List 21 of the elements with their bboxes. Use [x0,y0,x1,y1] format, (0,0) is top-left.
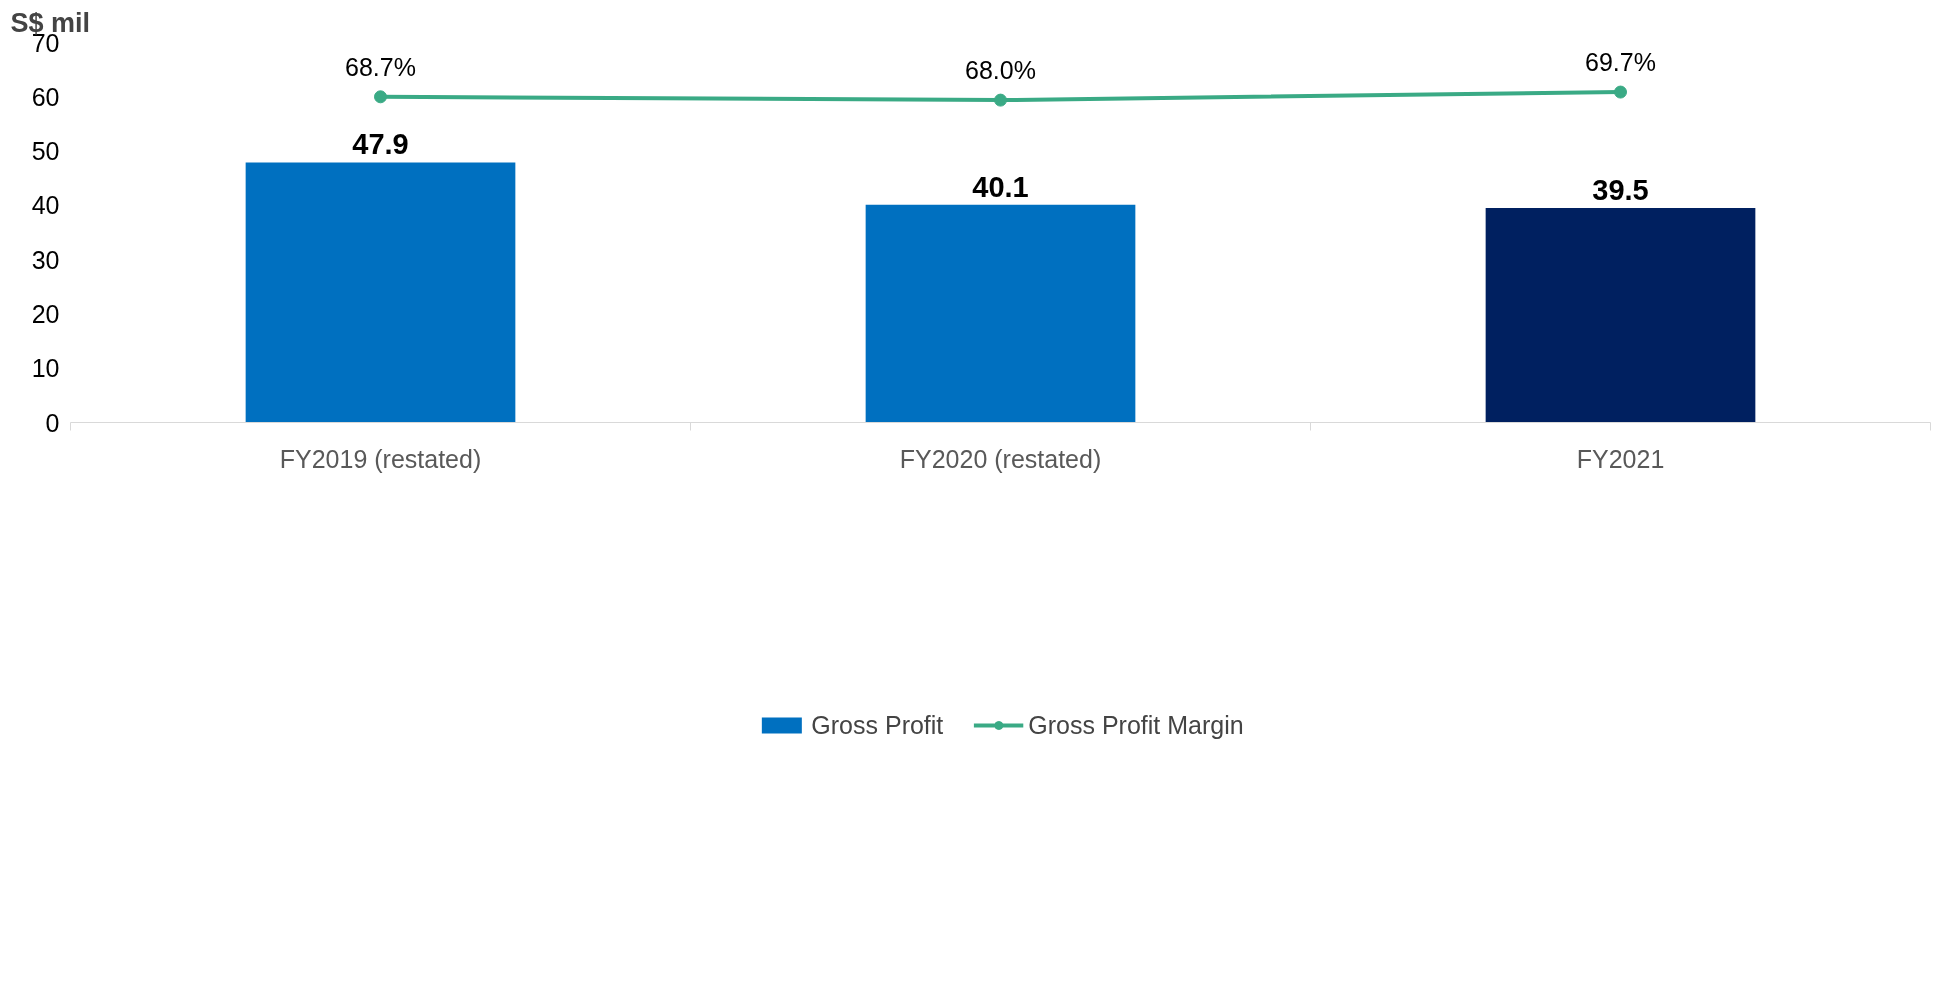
y-tick-label: 40 [31,191,60,220]
y-tick-label: 60 [31,82,60,111]
bar [1485,208,1756,423]
data-label: 68.0% [965,56,1036,85]
x-tick-label: FY2021 [1576,444,1665,473]
x-tick-label: FY2020 (restated) [899,444,1102,473]
legend-label: Gross Profit [811,710,944,740]
data-label: 47.9 [352,128,409,161]
data-label: 68.7% [345,52,416,81]
data-label: 39.5 [1592,174,1649,207]
y-tick-label: 10 [31,354,60,383]
y-tick-label: 20 [31,299,60,328]
bar [865,204,1136,423]
data-label: 40.1 [972,170,1029,203]
x-tick-label: FY2019 (restated) [279,444,482,473]
y-tick-label: 30 [31,245,60,274]
data-label: 69.7% [1585,48,1656,77]
y-tick-label: 50 [31,137,60,166]
y-tick-label: 0 [45,408,60,437]
legend-label: Gross Profit Margin [1028,710,1244,740]
bar [245,162,516,423]
